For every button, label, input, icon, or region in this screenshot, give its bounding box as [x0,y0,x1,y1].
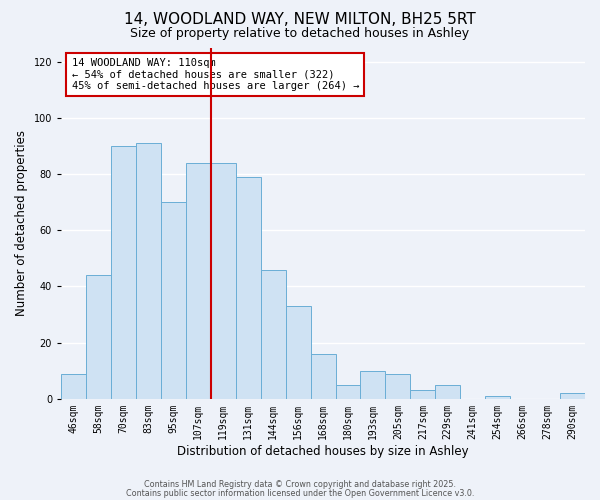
Bar [61,374,86,399]
Text: 14, WOODLAND WAY, NEW MILTON, BH25 5RT: 14, WOODLAND WAY, NEW MILTON, BH25 5RT [124,12,476,28]
Text: Contains public sector information licensed under the Open Government Licence v3: Contains public sector information licen… [126,488,474,498]
Bar [560,393,585,399]
Bar [311,354,335,399]
Bar [361,370,385,399]
Bar [136,143,161,399]
X-axis label: Distribution of detached houses by size in Ashley: Distribution of detached houses by size … [177,444,469,458]
Bar [236,177,260,399]
Text: Size of property relative to detached houses in Ashley: Size of property relative to detached ho… [130,28,470,40]
Y-axis label: Number of detached properties: Number of detached properties [15,130,28,316]
Bar [86,275,111,399]
Text: 14 WOODLAND WAY: 110sqm
← 54% of detached houses are smaller (322)
45% of semi-d: 14 WOODLAND WAY: 110sqm ← 54% of detache… [71,58,359,91]
Bar [111,146,136,399]
Bar [485,396,510,399]
Bar [385,374,410,399]
Bar [161,202,186,399]
Text: Contains HM Land Registry data © Crown copyright and database right 2025.: Contains HM Land Registry data © Crown c… [144,480,456,489]
Bar [410,390,436,399]
Bar [260,270,286,399]
Bar [211,162,236,399]
Bar [286,306,311,399]
Bar [335,385,361,399]
Bar [186,162,211,399]
Bar [436,385,460,399]
